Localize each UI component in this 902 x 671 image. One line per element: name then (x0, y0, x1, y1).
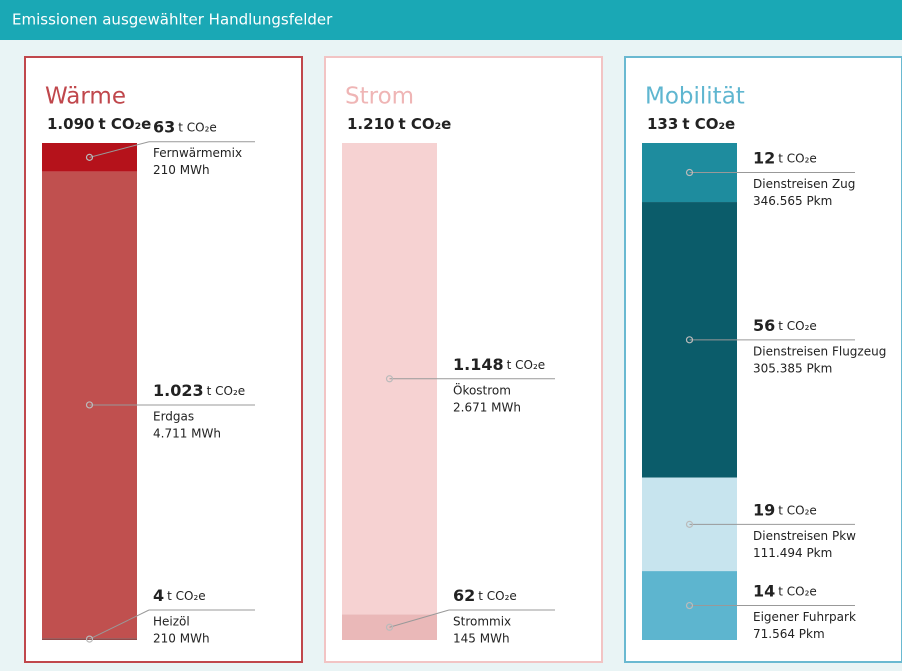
value-number: 56 (753, 315, 775, 334)
leader-dot (685, 168, 694, 177)
value-unit: t CO₂e (778, 584, 817, 598)
segment-name: Dienstreisen Pkw (753, 529, 856, 543)
segment-name: Heizöl (153, 615, 190, 629)
panel-total: 1.090 t CO₂e (47, 115, 151, 133)
segment-name: Eigener Fuhrpark (753, 610, 856, 624)
segment-detail: 210 MWh (153, 163, 210, 177)
value-unit: t CO₂e (478, 589, 517, 603)
leader-dot (85, 153, 94, 161)
value-number: 14 (753, 581, 775, 600)
segment-detail: 305.385 Pkm (753, 361, 832, 375)
segment-name: Erdgas (153, 409, 194, 423)
value-number: 12 (753, 148, 775, 167)
value-unit: t CO₂e (778, 318, 817, 332)
value-label: 63 t CO₂e (153, 117, 217, 136)
total-unit: t CO₂e (98, 115, 151, 133)
panel-total: 133 t CO₂e (647, 115, 735, 133)
segment-detail: 71.564 Pkm (753, 627, 825, 641)
bar-segment (42, 143, 137, 172)
total-unit: t CO₂e (682, 115, 735, 133)
value-label: 14 t CO₂e (753, 581, 817, 600)
value-unit: t CO₂e (507, 357, 546, 371)
total-value: 133 (647, 115, 678, 133)
segment-name: Dienstreisen Zug (753, 177, 855, 191)
segment-detail: 346.565 Pkm (753, 194, 832, 208)
value-unit: t CO₂e (778, 503, 817, 517)
header-title: Emissionen ausgewählter Handlungsfelder (12, 11, 333, 29)
total-value: 1.210 (347, 115, 394, 133)
segment-name: Strommix (453, 615, 511, 629)
value-number: 4 (153, 586, 164, 605)
leader-line (89, 609, 150, 640)
leader-dot (385, 375, 394, 383)
leader-dot (85, 401, 94, 409)
value-label: 56 t CO₂e (753, 315, 817, 334)
total-unit: t CO₂e (398, 115, 451, 133)
panel-title: Mobilität (645, 84, 745, 110)
leader-dot (385, 623, 394, 631)
segment-name: Dienstreisen Flugzeug (753, 344, 886, 358)
value-number: 63 (153, 117, 175, 136)
value-number: 1.023 (153, 380, 204, 399)
segment-detail: 145 MWh (453, 632, 510, 646)
value-label: 19 t CO₂e (753, 500, 817, 519)
panel-total: 1.210 t CO₂e (347, 115, 451, 133)
value-unit: t CO₂e (178, 120, 217, 134)
segment-detail: 210 MWh (153, 632, 210, 646)
segment-detail: 4.711 MWh (153, 426, 221, 440)
leader-dot (685, 336, 694, 344)
value-label: 62 t CO₂e (453, 586, 517, 605)
leader-line (89, 141, 150, 158)
panel-title: Wärme (45, 84, 126, 110)
value-unit: t CO₂e (167, 589, 206, 603)
value-number: 1.148 (453, 354, 504, 373)
value-unit: t CO₂e (778, 151, 817, 165)
value-number: 19 (753, 500, 775, 519)
value-number: 62 (453, 586, 475, 605)
leader-line (389, 609, 450, 628)
segment-detail: 2.671 MWh (453, 400, 521, 414)
segment-name: Ökostrom (453, 381, 511, 397)
segment-detail: 111.494 Pkm (753, 546, 832, 560)
leader-dot (85, 635, 94, 643)
segment-name: Fernwärmemix (153, 146, 242, 160)
value-label: 12 t CO₂e (753, 148, 817, 167)
header-bar (0, 0, 902, 40)
value-unit: t CO₂e (207, 383, 246, 397)
leader-dot (685, 520, 694, 528)
leader-dot (685, 601, 694, 610)
value-label: 1.023 t CO₂e (153, 380, 245, 399)
panel-title: Strom (345, 84, 414, 110)
value-label: 1.148 t CO₂e (453, 354, 545, 373)
total-value: 1.090 (47, 115, 94, 133)
